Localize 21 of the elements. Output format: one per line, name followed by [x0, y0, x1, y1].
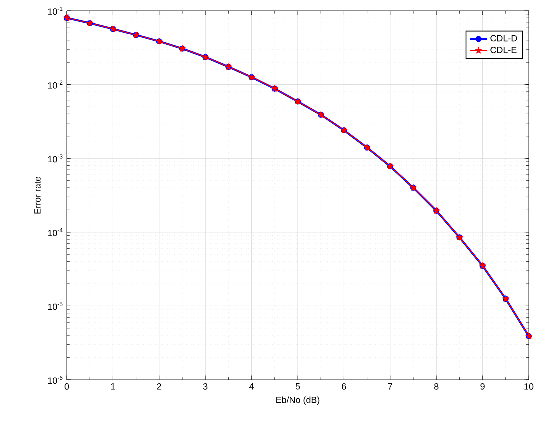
- y-tick-label: 10$^{-3}$: [48, 154, 63, 163]
- x-tick-label: 5: [296, 384, 300, 390]
- x-tick-label: 2: [157, 384, 162, 390]
- x-tick-label: 1: [111, 384, 116, 390]
- y-axis-title: Error rate: [34, 176, 41, 214]
- legend-label: CDL-D: [490, 35, 518, 42]
- y-tick-label: 10$^{-5}$: [48, 302, 63, 310]
- x-tick-label: 4: [250, 384, 254, 390]
- x-tick-label: 8: [434, 384, 439, 390]
- x-tick-label: 10: [524, 384, 534, 390]
- y-tick-label: 10$^{-1}$: [48, 7, 63, 16]
- x-tick-label: 6: [342, 384, 346, 390]
- x-axis-title: Eb/No (dB): [276, 396, 320, 406]
- x-tick-label: 9: [480, 384, 485, 390]
- legend-label: CDL-E: [490, 47, 517, 54]
- y-tick-label: 10$^{-2}$: [48, 80, 63, 89]
- x-tick-label: 3: [203, 384, 208, 390]
- x-tick-label: 7: [388, 384, 392, 390]
- y-tick-label: 10$^{-6}$: [48, 376, 63, 384]
- y-tick-label: 10$^{-4}$: [48, 228, 63, 236]
- x-tick-label: 0: [64, 384, 70, 390]
